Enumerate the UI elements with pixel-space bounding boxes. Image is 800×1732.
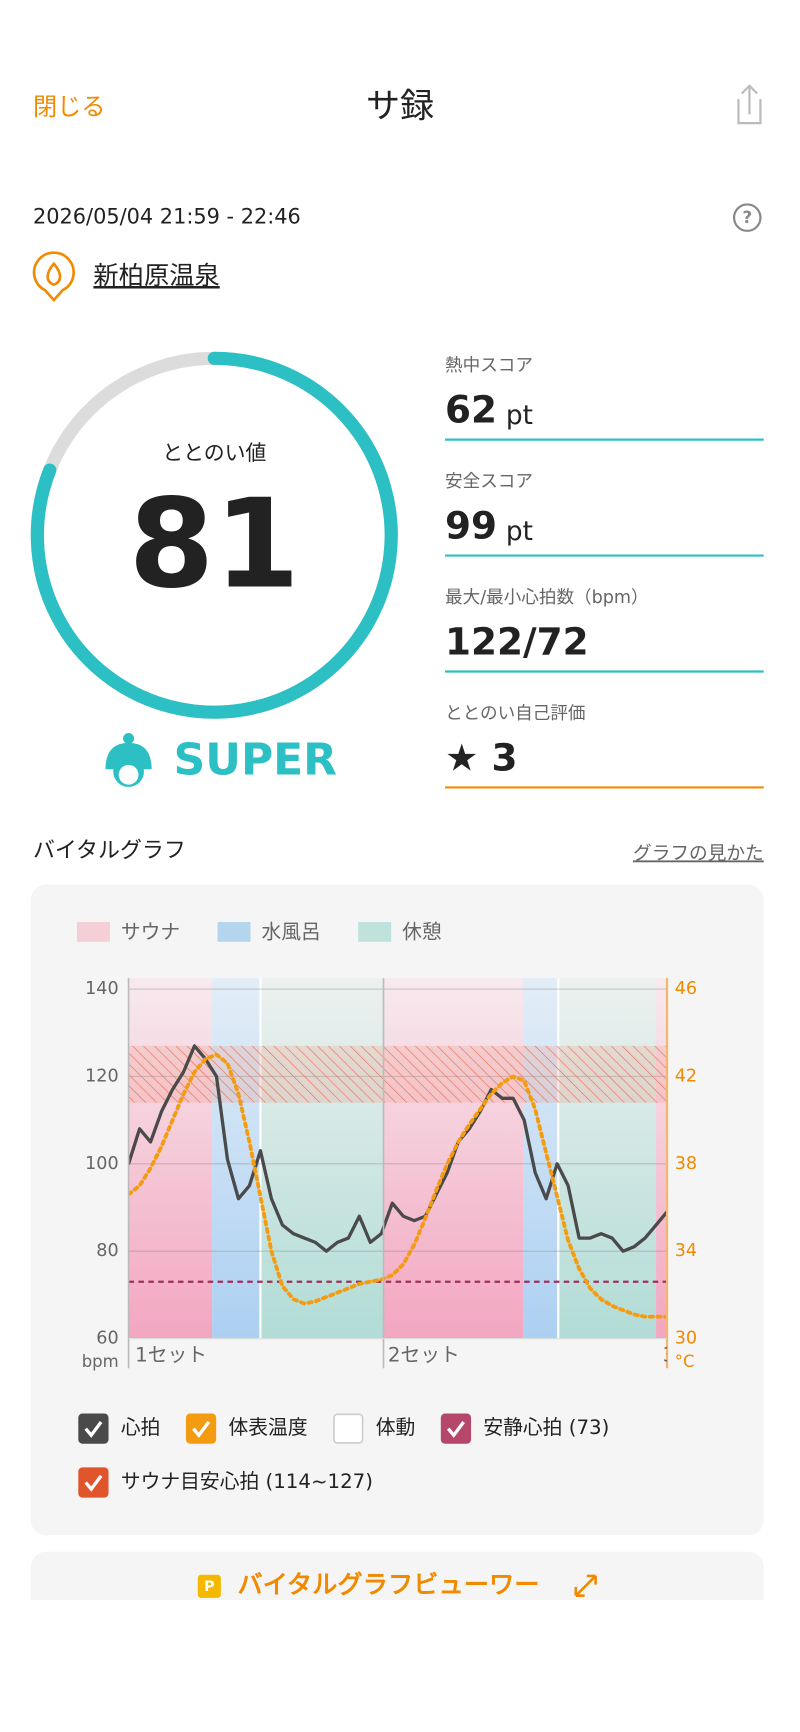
y-tick-label: 80 — [96, 1241, 118, 1261]
phase-band — [656, 978, 668, 1339]
plot: 60 80 100 120 140 30 34 38 42 46 bpm °C 1セット 2セット 3 — [82, 978, 697, 1371]
toggle[interactable]: 体表温度 — [185, 1413, 308, 1444]
facility-icon — [32, 251, 75, 303]
toggle[interactable]: 体動 — [333, 1413, 416, 1444]
stat-label: 最大/最小心拍数（bpm） — [445, 588, 649, 608]
check-mark — [84, 1421, 103, 1438]
y2-tick-label: 42 — [675, 1066, 697, 1086]
graph-help-link[interactable]: グラフの見かた — [633, 843, 764, 864]
phase-band — [558, 978, 657, 1339]
x-tick-label: 2セット — [388, 1344, 460, 1367]
toggle[interactable]: 心拍 — [78, 1413, 161, 1444]
checkbox — [78, 1413, 109, 1444]
viewer-badge-letter: P — [204, 1579, 214, 1595]
checkbox — [185, 1413, 217, 1444]
y-tick-label: 120 — [85, 1066, 119, 1086]
toggle[interactable]: サウナ目安心拍 (114~127) — [78, 1467, 373, 1498]
x-tick-label: 3 — [663, 1344, 676, 1367]
bottom-area — [0, 1600, 800, 1732]
check-mark — [84, 1474, 103, 1492]
checkbox — [333, 1413, 364, 1444]
toggle-label: 心拍 — [121, 1416, 161, 1439]
stat-label: ととのい自己評価 — [445, 704, 585, 724]
expand-icon — [574, 1574, 597, 1597]
check-mark — [446, 1421, 465, 1438]
stat-label: 熱中スコア — [445, 356, 533, 376]
stat-value: 99 — [445, 504, 497, 548]
phase-swatch — [76, 922, 110, 942]
x-tick-label: 1セット — [135, 1344, 207, 1367]
skin-temp-line — [128, 1052, 668, 1319]
phase-band — [260, 978, 384, 1339]
y-tick-label: 100 — [85, 1154, 119, 1174]
stat-value: ★ 3 — [445, 735, 518, 779]
page-title: サ録 — [366, 86, 434, 126]
phase-label: 水風呂 — [261, 921, 320, 944]
phase-swatch — [358, 922, 392, 942]
facility-name[interactable]: 新柏原温泉 — [93, 261, 219, 290]
help-icon[interactable]: ? — [732, 203, 762, 232]
x-labels: 1セット 2セット 3 — [135, 1344, 676, 1367]
viewer-badge — [197, 1574, 221, 1598]
phase-label: 休憩 — [402, 921, 442, 944]
gauge-arc — [30, 351, 398, 719]
stat-value: 122/72 — [445, 620, 589, 664]
toggle-label: サウナ目安心拍 (114~127) — [121, 1470, 373, 1493]
toggle-legend: 心拍 体表温度 体動 安静心拍 (73) サウナ目安心拍 (114~127) — [78, 1413, 610, 1498]
stat-value: 62 — [445, 388, 497, 432]
viewer-button[interactable]: バイタルグラフビューワー — [237, 1570, 539, 1599]
phase-band — [128, 978, 213, 1339]
checkbox — [440, 1413, 472, 1444]
rank-icon — [105, 733, 152, 787]
svg-text:?: ? — [742, 208, 752, 227]
checkbox — [78, 1467, 109, 1498]
plot-area — [128, 978, 668, 1340]
y2-tick-label: 30 — [675, 1329, 697, 1349]
y-tick-label: 140 — [85, 979, 119, 999]
y-tick-label: 60 — [96, 1329, 118, 1349]
phase-legend: サウナ 水風呂 休憩 — [76, 921, 442, 944]
gauge-label: ととのい値 — [162, 441, 266, 465]
toggle-label: 体表温度 — [229, 1416, 308, 1439]
phase-band — [523, 978, 559, 1339]
heart-rate-line — [128, 1044, 668, 1253]
y2-axis-label: °C — [675, 1352, 695, 1371]
y-axis-label: bpm — [82, 1352, 119, 1371]
session-datetime: 2026/05/04 21:59 - 22:46 — [33, 205, 301, 229]
close-button[interactable]: 閉じる — [33, 93, 105, 121]
y2-tick-label: 38 — [675, 1154, 697, 1174]
toggle-label: 安静心拍 (73) — [483, 1416, 609, 1439]
stat-unit: pt — [506, 401, 533, 431]
toggle[interactable]: 安静心拍 (73) — [440, 1413, 610, 1444]
share-button[interactable] — [737, 84, 762, 125]
graph-title: バイタルグラフ — [33, 839, 186, 864]
rank-label: SUPER — [174, 735, 337, 786]
stats: 熱中スコア 62 pt 安全スコア 99 pt 最大/最小心拍数（bpm） 122/72 ととの… — [445, 356, 764, 789]
stat-label: 安全スコア — [445, 472, 533, 492]
phase-swatch — [217, 922, 251, 942]
toggle-label: 体動 — [376, 1416, 416, 1439]
phase-label: サウナ — [121, 921, 180, 944]
y2-tick-label: 34 — [675, 1241, 697, 1261]
gauge-value: 81 — [129, 474, 300, 617]
check-mark — [192, 1421, 211, 1438]
stat-unit: pt — [506, 517, 533, 547]
target-hr-band — [128, 1045, 668, 1103]
y2-tick-label: 46 — [675, 979, 697, 999]
